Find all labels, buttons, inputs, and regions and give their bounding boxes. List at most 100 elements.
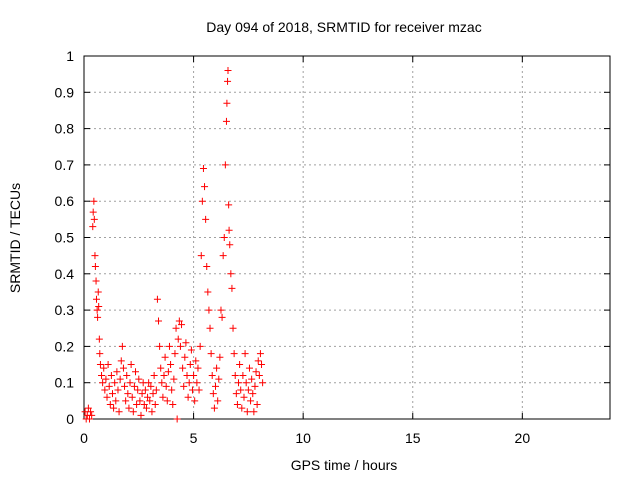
data-point: [240, 393, 248, 401]
data-point: [222, 117, 230, 125]
data-point: [169, 400, 177, 408]
data-point: [149, 390, 157, 398]
data-point: [94, 313, 102, 321]
data-point: [147, 382, 155, 390]
data-point: [175, 317, 183, 325]
data-point: [238, 404, 246, 412]
data-point: [220, 234, 228, 241]
data-point: [196, 342, 204, 350]
data-point: [104, 361, 112, 369]
data-point: [174, 335, 182, 343]
data-point: [254, 357, 262, 365]
data-point: [100, 364, 108, 372]
data-point: [156, 342, 164, 350]
y-tick-label: 0.7: [55, 157, 75, 173]
plot-frame: [83, 55, 611, 420]
data-point: [258, 361, 266, 369]
data-point: [197, 252, 205, 260]
y-tick-label: 1: [66, 48, 74, 64]
y-tick-label: 0.9: [55, 84, 75, 100]
data-point: [218, 313, 226, 321]
data-point: [247, 397, 255, 405]
data-point: [184, 393, 192, 401]
data-point: [206, 324, 214, 332]
data-point: [202, 215, 210, 223]
data-point: [193, 379, 201, 387]
data-point: [186, 361, 194, 369]
data-point: [125, 404, 133, 412]
data-point: [245, 364, 253, 372]
y-tick-label: 0.8: [55, 121, 75, 137]
data-point: [224, 77, 232, 85]
data-point: [241, 350, 249, 358]
data-point: [170, 375, 178, 383]
data-point: [110, 404, 118, 412]
data-point: [106, 400, 114, 408]
data-point: [119, 364, 127, 372]
data-points: [81, 67, 267, 423]
data-point: [190, 371, 198, 379]
data-point: [161, 353, 169, 361]
chart-title: Day 094 of 2018, SRMTID for receiver mza…: [206, 19, 481, 35]
data-point: [226, 241, 234, 249]
data-point: [150, 371, 158, 379]
data-point: [204, 288, 212, 296]
data-point: [137, 411, 145, 419]
data-point: [114, 386, 122, 394]
data-point: [102, 375, 110, 383]
data-point: [130, 382, 138, 390]
data-point: [128, 393, 136, 401]
data-point: [179, 364, 187, 372]
data-point: [151, 400, 159, 408]
data-point: [187, 346, 195, 354]
data-point: [167, 361, 175, 369]
data-point: [244, 386, 252, 394]
data-point: [111, 379, 119, 387]
data-point: [259, 379, 267, 387]
x-tick-label: 15: [405, 430, 421, 446]
data-point: [99, 379, 107, 387]
data-point: [255, 371, 263, 379]
data-point: [215, 375, 223, 383]
data-point: [133, 400, 141, 408]
y-tick-label: 0.1: [55, 375, 75, 391]
data-point: [217, 306, 225, 314]
data-point: [113, 368, 121, 376]
y-tick-label: 0: [66, 411, 74, 427]
data-point: [159, 393, 167, 401]
data-point: [138, 390, 146, 398]
data-point: [168, 386, 176, 394]
data-point: [176, 342, 184, 350]
data-point: [199, 165, 207, 173]
data-point: [216, 353, 224, 361]
data-point: [105, 382, 113, 390]
data-point: [192, 357, 200, 365]
data-point: [88, 411, 96, 419]
data-point: [115, 408, 123, 416]
y-tick-label: 0.4: [55, 266, 75, 282]
y-axis-label: SRMTID / TECUs: [7, 183, 23, 293]
x-tick-labels: 0 5 10 15 20: [80, 430, 530, 446]
y-tick-label: 0.2: [55, 338, 75, 354]
data-point: [92, 295, 100, 303]
data-point: [188, 386, 196, 394]
data-point: [108, 390, 116, 398]
data-point: [219, 252, 227, 260]
y-tick-label: 0.5: [55, 230, 75, 246]
data-point: [256, 350, 264, 358]
data-point: [94, 288, 102, 296]
data-point: [101, 386, 109, 394]
data-point: [243, 408, 251, 416]
data-point: [171, 350, 179, 358]
data-point: [92, 277, 100, 285]
data-point: [153, 295, 161, 303]
x-tick-label: 20: [515, 430, 531, 446]
data-point: [129, 408, 137, 416]
data-point: [163, 397, 171, 405]
data-point: [112, 397, 120, 405]
data-point: [123, 371, 131, 379]
data-point: [237, 386, 245, 394]
grid-lines: [84, 56, 610, 419]
data-point: [93, 306, 101, 314]
